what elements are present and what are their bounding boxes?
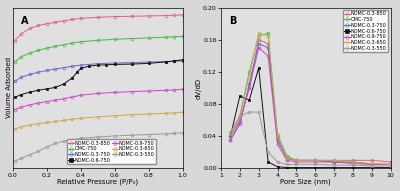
Text: B: B [230,16,237,26]
Y-axis label: Volume Adsorbed: Volume Adsorbed [6,57,12,118]
X-axis label: Pore Size (nm): Pore Size (nm) [280,179,331,185]
X-axis label: Relative Pressure (P/P₀): Relative Pressure (P/P₀) [57,179,138,185]
Y-axis label: dV/dD: dV/dD [196,77,202,99]
Legend: NOMC-0.3-850, OMC-750, NOMC-0.3-750, NOMC-0.6-750, NOMC-0.9-750, NOMC-0.3-650, N: NOMC-0.3-850, OMC-750, NOMC-0.3-750, NOM… [343,10,388,52]
Text: A: A [22,16,29,26]
Legend: NOMC-0.3-850, OMC-750, NOMC-0.3-750, NOMC-0.6-750, NOMC-0.9-750, NOMC-0.3-650, N: NOMC-0.3-850, OMC-750, NOMC-0.3-750, NOM… [66,139,156,164]
